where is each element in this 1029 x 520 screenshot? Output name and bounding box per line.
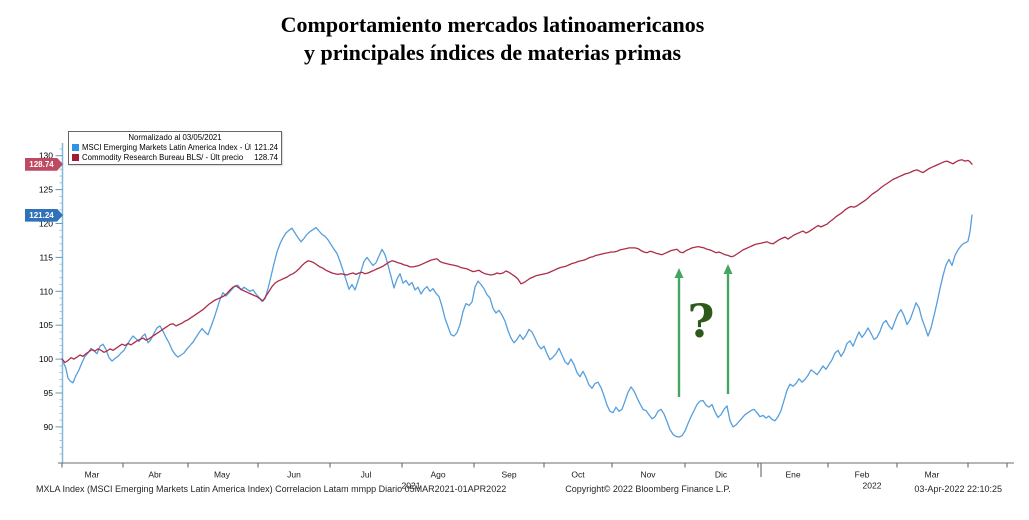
footer-copyright: Copyright© 2022 Bloomberg Finance L.P. [565, 484, 731, 494]
y-axis-label-110: 110 [39, 286, 53, 296]
y-axis-label-100: 100 [39, 354, 53, 364]
legend-label-mxla: MSCI Emerging Markets Latin America Inde… [82, 142, 251, 152]
title-line-2: y principales índices de materias primas [303, 40, 682, 65]
legend-value-mxla: 121.24 [254, 142, 278, 152]
title-line-1: Comportamiento mercados latinoamericanos [280, 12, 705, 37]
x-axis-month-label: Sep [501, 470, 516, 480]
legend-label-crb: Commodity Research Bureau BLS/ - Últ pre… [82, 152, 244, 162]
y-axis-label-90: 90 [44, 422, 54, 432]
chart-legend: Normalizado al 03/05/2021 MSCI Emerging … [68, 131, 282, 166]
legend-item-crb: Commodity Research Bureau BLS/ - Últ pre… [72, 153, 278, 163]
x-axis-month-label: Ago [430, 470, 445, 480]
x-axis-month-label: Feb [855, 470, 870, 480]
y-axis-label-115: 115 [39, 252, 53, 262]
legend-swatch-crb-icon [72, 153, 79, 161]
price-badge-crb: 128.74 [25, 157, 63, 171]
price-badge-mxla: 121.24 [25, 208, 63, 222]
legend-swatch-mxla-icon [72, 144, 79, 152]
page-title: Comportamiento mercados latinoamericanos… [0, 11, 985, 67]
x-axis-month-label: Ene [785, 470, 800, 480]
annotation-arrowhead-icon [674, 268, 684, 278]
x-axis-month-label: Oct [571, 470, 585, 480]
x-axis-month-label: Nov [640, 470, 656, 480]
y-axis-label-95: 95 [44, 388, 54, 398]
y-axis-label-130: 130 [39, 151, 53, 161]
x-axis-year-label: 2022 [863, 481, 882, 491]
x-axis-month-label: Dic [715, 470, 728, 480]
series-line-mxla [61, 214, 973, 438]
y-axis-label-125: 125 [39, 185, 53, 195]
x-axis-month-label: Jun [287, 470, 301, 480]
x-axis-year-label: 2021 [402, 481, 421, 491]
legend-header: Normalizado al 03/05/2021 [128, 133, 222, 142]
x-axis-month-label: Mar [85, 470, 100, 480]
legend-item-mxla: MSCI Emerging Markets Latin America Inde… [72, 143, 278, 153]
footer-ticker-description: MXLA Index (MSCI Emerging Markets Latin … [36, 484, 507, 494]
footer-timestamp: 03-Apr-2022 22:10:25 [914, 484, 1002, 494]
y-axis-label-120: 120 [39, 219, 53, 229]
x-axis-month-label: Mar [925, 470, 940, 480]
question-mark-annotation: ? [687, 294, 715, 348]
x-axis-month-label: May [214, 470, 231, 480]
x-axis-month-label: Abr [148, 470, 161, 480]
y-axis-label-105: 105 [39, 320, 53, 330]
legend-value-crb: 128.74 [254, 152, 278, 162]
annotation-arrowhead-icon [723, 264, 733, 274]
x-axis-month-label: Jul [361, 470, 372, 480]
series-line-crb [61, 159, 973, 364]
